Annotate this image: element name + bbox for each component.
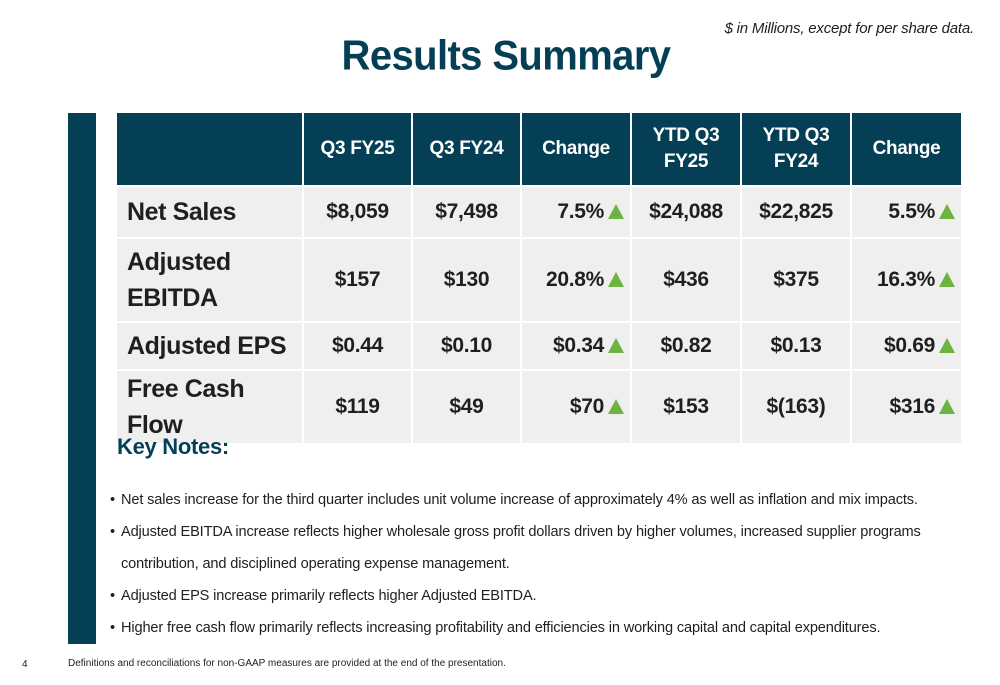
- table-row: Adjusted EBITDA $157 $130 20.8% $436 $37…: [117, 237, 961, 322]
- units-note: $ in Millions, except for per share data…: [724, 20, 975, 37]
- table-row: Free Cash Flow $119 $49 $70 $153 $(163) …: [117, 369, 961, 443]
- change-value: $0.34: [552, 334, 604, 357]
- change-value: 20.8%: [545, 268, 604, 291]
- row-label: Adjusted EPS: [117, 321, 304, 370]
- ytd-fy24-value: $(163): [741, 369, 852, 443]
- up-arrow-icon: [939, 338, 955, 353]
- change-cell: 7.5%: [521, 185, 632, 238]
- ytd-change-value: 5.5%: [888, 200, 935, 223]
- q3-fy24-value: $7,498: [412, 185, 522, 238]
- page-title: Results Summary: [341, 32, 672, 80]
- list-item: Net sales increase for the third quarter…: [110, 484, 980, 516]
- ytd-change-cell: 16.3%: [851, 237, 961, 322]
- ytd-change-cell: $0.69: [851, 321, 961, 370]
- change-value: $70: [569, 395, 604, 418]
- ytd-change-value: $0.69: [883, 334, 935, 357]
- column-header-ytd-change: Change: [851, 113, 961, 186]
- change-cell: $0.34: [521, 321, 632, 370]
- ytd-fy24-value: $375: [741, 237, 852, 322]
- up-arrow-icon: [939, 272, 955, 287]
- change-value: 7.5%: [557, 200, 604, 223]
- ytd-fy25-value: $0.82: [631, 321, 742, 370]
- table-row: Net Sales $8,059 $7,498 7.5% $24,088 $22…: [117, 185, 961, 238]
- ytd-fy24-value: $22,825: [741, 185, 852, 238]
- row-label: Net Sales: [117, 185, 304, 238]
- ytd-change-value: 16.3%: [876, 268, 935, 291]
- row-label: Adjusted EBITDA: [117, 237, 304, 322]
- ytd-fy24-value: $0.13: [741, 321, 852, 370]
- row-label-text: Adjusted EBITDA: [127, 248, 231, 312]
- up-arrow-icon: [608, 399, 624, 414]
- row-label: Free Cash Flow: [117, 369, 304, 443]
- q3-fy24-value: $130: [412, 237, 522, 322]
- up-arrow-icon: [608, 272, 624, 287]
- column-header-ytd-q3-fy24: YTD Q3 FY24: [741, 113, 852, 186]
- ytd-fy25-value: $153: [631, 369, 742, 443]
- ytd-change-value: $316: [889, 395, 935, 418]
- column-header-q3-fy24: Q3 FY24: [412, 113, 522, 186]
- column-header-text: YTD Q3 FY25: [652, 125, 720, 172]
- ytd-fy25-value: $436: [631, 237, 742, 322]
- results-summary-table: Q3 FY25 Q3 FY24 Change YTD Q3 FY25 YTD Q…: [117, 113, 961, 443]
- up-arrow-icon: [939, 204, 955, 219]
- q3-fy25-value: $8,059: [303, 185, 413, 238]
- q3-fy25-value: $0.44: [303, 321, 413, 370]
- q3-fy25-value: $157: [303, 237, 413, 322]
- list-item: Adjusted EBITDA increase reflects higher…: [110, 516, 980, 580]
- table-header-row: Q3 FY25 Q3 FY24 Change YTD Q3 FY25 YTD Q…: [117, 113, 961, 186]
- q3-fy24-value: $49: [412, 369, 522, 443]
- column-header-text: YTD Q3 FY24: [762, 125, 830, 172]
- list-item: Higher free cash flow primarily reflects…: [110, 612, 980, 644]
- up-arrow-icon: [608, 338, 624, 353]
- change-cell: 20.8%: [521, 237, 632, 322]
- key-notes-heading: Key Notes:: [117, 434, 229, 459]
- key-notes-list: Net sales increase for the third quarter…: [110, 484, 980, 644]
- side-accent-bar: [68, 113, 96, 644]
- up-arrow-icon: [939, 399, 955, 414]
- ytd-change-cell: $316: [851, 369, 961, 443]
- column-header-q3-fy25: Q3 FY25: [303, 113, 413, 186]
- ytd-change-cell: 5.5%: [851, 185, 961, 238]
- ytd-fy25-value: $24,088: [631, 185, 742, 238]
- change-cell: $70: [521, 369, 632, 443]
- page-number: 4: [22, 659, 28, 670]
- table-row: Adjusted EPS $0.44 $0.10 $0.34 $0.82 $0.…: [117, 321, 961, 370]
- column-header-change: Change: [521, 113, 632, 186]
- list-item: Adjusted EPS increase primarily reflects…: [110, 580, 980, 612]
- column-header-ytd-q3-fy25: YTD Q3 FY25: [631, 113, 742, 186]
- q3-fy25-value: $119: [303, 369, 413, 443]
- footnote: Definitions and reconciliations for non-…: [68, 658, 506, 669]
- q3-fy24-value: $0.10: [412, 321, 522, 370]
- up-arrow-icon: [608, 204, 624, 219]
- column-header-label: [117, 113, 304, 186]
